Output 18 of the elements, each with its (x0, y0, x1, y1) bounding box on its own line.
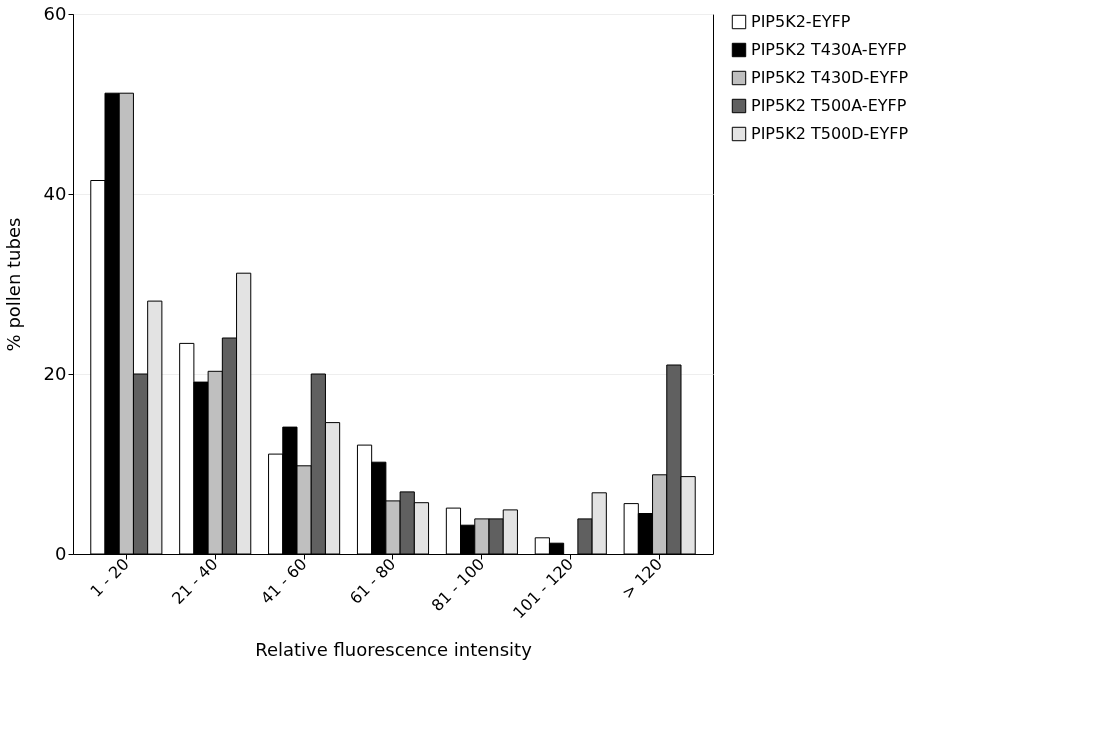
x-tick-label: 21 - 40 (168, 554, 222, 608)
legend-label: PIP5K2 T430A-EYFP (751, 40, 907, 59)
y-axis-title: % pollen tubes (2, 217, 24, 352)
legend-label: PIP5K2 T430D-EYFP (751, 68, 909, 87)
x-tick-label: 81 - 100 (427, 554, 489, 616)
x-axis-title: Relative fluorescence intensity (255, 638, 533, 660)
y-tick-label: 20 (43, 362, 67, 384)
y-tick-label: 0 (55, 542, 67, 564)
legend-label: PIP5K2 T500D-EYFP (751, 124, 909, 143)
legend-label: PIP5K2 T500A-EYFP (751, 96, 907, 115)
legend-label: PIP5K2-EYFP (751, 12, 851, 31)
x-tick-label: 101 - 120 (509, 554, 578, 623)
y-tick-label: 60 (43, 2, 67, 24)
x-tick-label: > 120 (617, 554, 667, 603)
x-tick-label: 61 - 80 (345, 554, 400, 608)
y-tick-label: 40 (43, 182, 67, 204)
x-tick-label: 41 - 60 (256, 554, 311, 608)
x-tick-label: 1 - 20 (86, 554, 133, 601)
